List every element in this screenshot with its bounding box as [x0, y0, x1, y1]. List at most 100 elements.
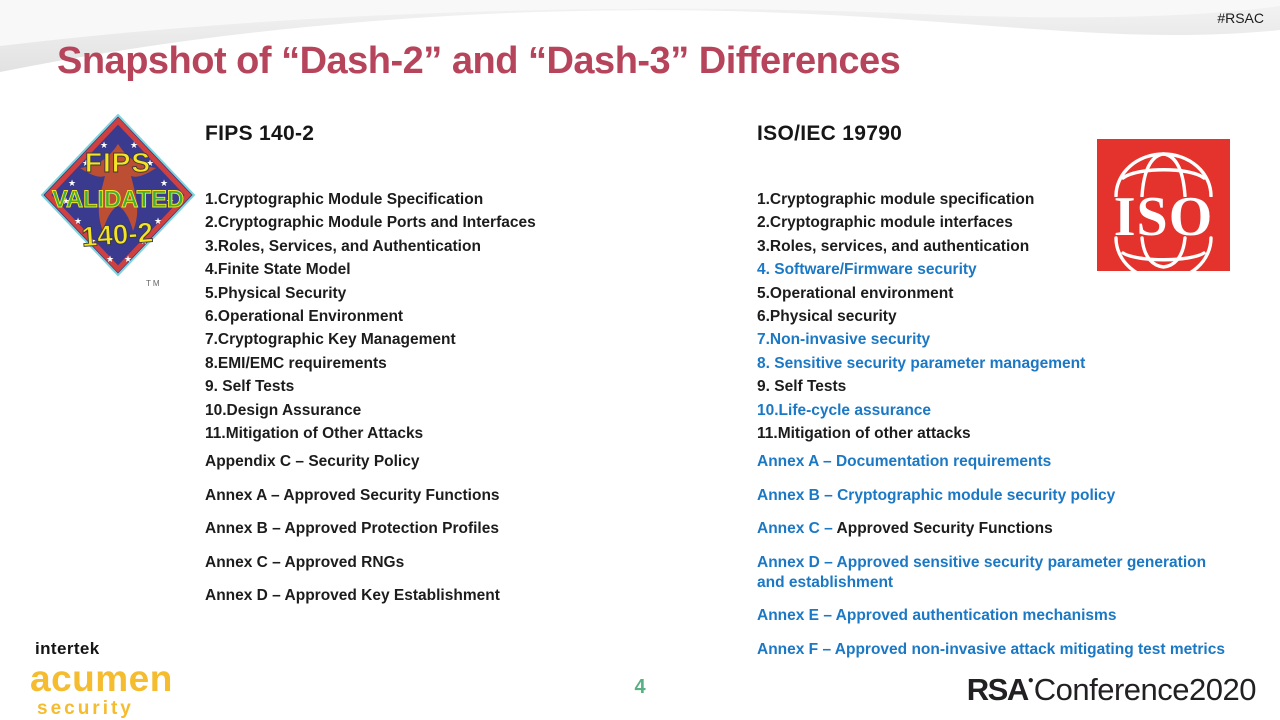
rsa-logo-text: RSA: [966, 672, 1029, 707]
iso-logo: ISO: [1097, 139, 1230, 271]
iso-annex-item: Annex C – Approved Security Functions: [757, 519, 1229, 539]
slide-title: Snapshot of “Dash-2” and “Dash-3” Differ…: [57, 40, 901, 82]
svg-text:★: ★: [146, 158, 154, 168]
security-logo-text: security: [37, 698, 134, 719]
svg-text:★: ★: [166, 196, 174, 206]
iso-column-header: ISO/IEC 19790: [757, 122, 903, 145]
list-item-text: Annex A – Approved Security Functions: [205, 486, 500, 504]
list-item-text: 10.Life-cycle assurance: [757, 401, 932, 419]
iso-section-item: 3.Roles, services, and authentication: [757, 235, 1229, 258]
svg-text:★: ★: [140, 236, 148, 246]
list-item-text: Annex C –: [757, 520, 837, 538]
svg-text:★: ★: [106, 254, 114, 264]
iso-annex-item: Annex E – Approved authentication mechan…: [757, 606, 1229, 626]
iso-iec-19790-column: ISO/IEC 19790 1.Cryptographic module spe…: [757, 122, 1229, 673]
svg-text:★: ★: [68, 178, 76, 188]
list-item-text: 10.Design Assurance: [205, 401, 362, 419]
fips-eagle-graphic: [80, 144, 156, 231]
list-item-text: Annex D – Approved Key Establishment: [205, 587, 500, 605]
list-item-text: Annex C – Approved RNGs: [205, 553, 405, 571]
list-item-text: 9. Self Tests: [205, 378, 295, 396]
iso-section-item: 8. Sensitive security parameter manageme…: [757, 352, 1229, 375]
svg-text:★: ★: [62, 196, 70, 206]
svg-text:★: ★: [130, 140, 138, 150]
fips-annex-item: Annex D – Approved Key Establishment: [205, 586, 750, 606]
iso-section-item: 9. Self Tests: [757, 375, 1229, 398]
list-item-text: Annex B – Cryptographic module security …: [757, 486, 1116, 504]
iso-section-item: 5.Operational environment: [757, 282, 1229, 305]
list-item-text: 6.Operational Environment: [205, 308, 404, 326]
fips-section-item: 10.Design Assurance: [205, 399, 750, 422]
fips-column-header: FIPS 140-2: [205, 122, 315, 145]
list-item-text: Annex B – Approved Protection Profiles: [205, 520, 499, 538]
fips-section-item: 6.Operational Environment: [205, 305, 750, 328]
svg-text:★: ★: [74, 216, 82, 226]
fips-section-list: 1.Cryptographic Module Specification 2.Cr…: [205, 188, 750, 445]
fips-logo-line3: 140-2: [81, 217, 155, 253]
fips-annex-item: Annex A – Approved Security Functions: [205, 486, 750, 506]
list-item-text: 7.Cryptographic Key Management: [205, 331, 456, 349]
list-item-text: 2.Cryptographic Module Ports and Interfa…: [205, 214, 536, 232]
list-item-text: 5.Physical Security: [205, 284, 347, 302]
fips-annex-list: Appendix C – Security Policy Annex A – Ap…: [205, 452, 750, 606]
iso-globe-graphic: [1114, 152, 1213, 271]
fips-stars: ★ ★ ★ ★ ★ ★ ★ ★ ★ ★ ★ ★ ★ ★: [62, 140, 174, 264]
iso-section-item: 11.Mitigation of other attacks: [757, 422, 1229, 445]
list-item-text: 1.Cryptographic Module Specification: [205, 191, 484, 208]
list-item-text: 1.Cryptographic module specification: [757, 191, 1035, 208]
iso-section-item: 2.Cryptographic module interfaces: [757, 211, 1229, 234]
fips-section-item: 8.EMI/EMC requirements: [205, 352, 750, 375]
iso-annex-list: Annex A – Documentation requirements Anne…: [757, 452, 1229, 660]
intertek-logo-text: intertek: [35, 639, 100, 658]
fips-section-item: 5.Physical Security: [205, 282, 750, 305]
fips-annex-item: Annex C – Approved RNGs: [205, 553, 750, 573]
iso-text-band: [1097, 197, 1230, 236]
iso-section-item: 7.Non-invasive security: [757, 328, 1229, 351]
list-item-text: 6.Physical security: [757, 308, 897, 326]
list-item-text: 11.Mitigation of Other Attacks: [205, 425, 424, 443]
iso-section-item: 6.Physical security: [757, 305, 1229, 328]
list-item-text: Approved Security Functions: [836, 520, 1053, 538]
svg-text:★: ★: [82, 158, 90, 168]
fips-140-2-column: FIPS 140-2 1.Cryptographic Module Specif…: [205, 122, 750, 620]
fips-section-item: 1.Cryptographic Module Specification: [205, 188, 750, 211]
fips-logo-line2: VALIDATED: [52, 186, 184, 213]
svg-text:★: ★: [100, 140, 108, 150]
rsac-hashtag: #RSAC: [1217, 10, 1264, 26]
list-item-text: 3.Roles, Services, and Authentication: [205, 237, 481, 255]
fips-annex-item: Annex B – Approved Protection Profiles: [205, 519, 750, 539]
iso-section-item: 10.Life-cycle assurance: [757, 399, 1229, 422]
list-item-text: Annex D – Approved sensitive security pa…: [757, 553, 1207, 591]
iso-section-item: 1.Cryptographic module specification: [757, 188, 1229, 211]
iso-annex-item: Annex D – Approved sensitive security pa…: [757, 553, 1229, 593]
fips-logo-tm: TM: [146, 279, 162, 288]
iso-annex-item: Annex B – Cryptographic module security …: [757, 486, 1229, 506]
list-item-text: 5.Operational environment: [757, 284, 954, 302]
iso-logo-text: ISO: [1114, 186, 1214, 248]
conference-logo-text: Conference2020: [1033, 672, 1257, 707]
list-item-text: Annex F – Approved non-invasive attack m…: [757, 640, 1225, 658]
iso-section-item: 4. Software/Firmware security: [757, 258, 1229, 281]
list-item-text: 8. Sensitive security parameter manageme…: [757, 354, 1086, 372]
fips-section-item: 7.Cryptographic Key Management: [205, 328, 750, 351]
list-item-text: 8.EMI/EMC requirements: [205, 354, 387, 372]
svg-text:★: ★: [88, 236, 96, 246]
fips-section-item: 3.Roles, Services, and Authentication: [205, 235, 750, 258]
list-item-text: 7.Non-invasive security: [757, 331, 931, 349]
acumen-security-logo: intertek acumen security: [30, 640, 173, 718]
iso-section-list: 1.Cryptographic module specification 2.Cr…: [757, 188, 1229, 445]
fips-section-item: 9. Self Tests: [205, 375, 750, 398]
list-item-text: 4. Software/Firmware security: [757, 261, 977, 279]
list-item-text: 11.Mitigation of other attacks: [757, 425, 971, 443]
svg-text:★: ★: [154, 216, 162, 226]
svg-text:★: ★: [124, 254, 132, 264]
list-item-text: 2.Cryptographic module interfaces: [757, 214, 1013, 232]
iso-annex-item: Annex A – Documentation requirements: [757, 452, 1229, 472]
list-item-text: Appendix C – Security Policy: [205, 453, 420, 471]
fips-section-item: 11.Mitigation of Other Attacks: [205, 422, 750, 445]
fips-logo-line1: FIPS: [85, 147, 151, 178]
list-item-text: 9. Self Tests: [757, 378, 847, 396]
list-item-text: 3.Roles, services, and authentication: [757, 237, 1030, 255]
list-item-text: Annex E – Approved authentication mechan…: [757, 607, 1117, 625]
